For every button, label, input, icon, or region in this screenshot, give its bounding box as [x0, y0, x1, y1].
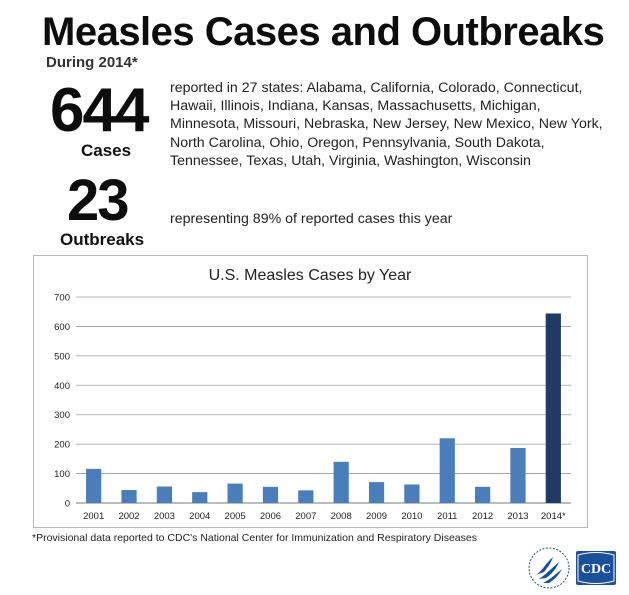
x-tick-label: 2002 [118, 511, 139, 522]
footnote: *Provisional data reported to CDC's Nati… [32, 532, 477, 544]
cdc-logo: CDC [576, 551, 616, 585]
cases-description: reported in 27 states: Alabama, Californ… [170, 80, 603, 169]
x-tick-label: 2006 [260, 511, 281, 522]
y-tick-label: 700 [54, 293, 70, 304]
y-tick-label: 0 [65, 499, 70, 510]
chart-gridlines [76, 296, 571, 504]
x-tick-label: 2008 [331, 511, 352, 522]
x-tick-label: 2011 [437, 511, 457, 522]
bar-2001 [86, 468, 102, 503]
hhs-eagle-icon [528, 547, 570, 589]
bar-2009 [368, 482, 385, 503]
y-tick-label: 400 [54, 381, 70, 392]
x-tick-label: 2005 [225, 511, 246, 522]
bar-2008 [333, 461, 349, 503]
bar-2004 [192, 492, 208, 503]
x-tick-label: 2001 [83, 511, 104, 522]
x-tick-label: 2014* [541, 511, 566, 522]
outbreaks-description: representing 89% of reported cases this … [170, 211, 453, 227]
x-tick-label: 2003 [154, 511, 175, 522]
x-tick-label: 2009 [366, 511, 387, 522]
cases-count: 644 [50, 76, 149, 145]
x-tick-label: 2013 [507, 511, 528, 522]
x-tick-label: 2007 [295, 511, 316, 522]
y-tick-label: 600 [54, 322, 70, 333]
chart-bars [86, 313, 561, 503]
bar-2005 [227, 483, 243, 503]
cdc-logo-text: CDC [581, 562, 611, 577]
bar-2012 [475, 486, 491, 503]
page-subtitle: During 2014* [46, 54, 138, 71]
measles-bar-chart: U.S. Measles Cases by Year 0 100 200 300 400… [54, 267, 571, 522]
bar-2007 [298, 490, 314, 503]
bar-2014 [545, 313, 561, 503]
outbreaks-count: 23 [67, 168, 129, 233]
bar-2011 [439, 438, 455, 503]
chart-container: U.S. Measles Cases by Year 0 100 200 300 400… [33, 255, 588, 528]
y-tick-label: 300 [54, 410, 70, 421]
outbreaks-label: Outbreaks [60, 230, 145, 249]
bar-2013 [510, 447, 526, 503]
y-axis-ticks: 0 100 200 300 400 500 600 700 [54, 293, 70, 510]
cases-label: Cases [81, 141, 132, 160]
x-axis-ticks: 2001 2002 2003 2004 2005 2006 2007 2008 2009 2010… [83, 511, 566, 522]
bar-2002 [121, 490, 137, 503]
page-title: Measles Cases and Outbreaks [42, 10, 605, 54]
y-tick-label: 500 [54, 351, 70, 362]
y-tick-label: 100 [54, 469, 70, 480]
x-tick-label: 2012 [472, 511, 493, 522]
chart-title: U.S. Measles Cases by Year [209, 267, 412, 284]
y-tick-label: 200 [54, 440, 70, 451]
x-tick-label: 2004 [189, 511, 210, 522]
bar-2003 [156, 486, 172, 503]
x-tick-label: 2010 [401, 511, 422, 522]
bar-2010 [404, 484, 420, 503]
bar-2006 [262, 486, 279, 503]
